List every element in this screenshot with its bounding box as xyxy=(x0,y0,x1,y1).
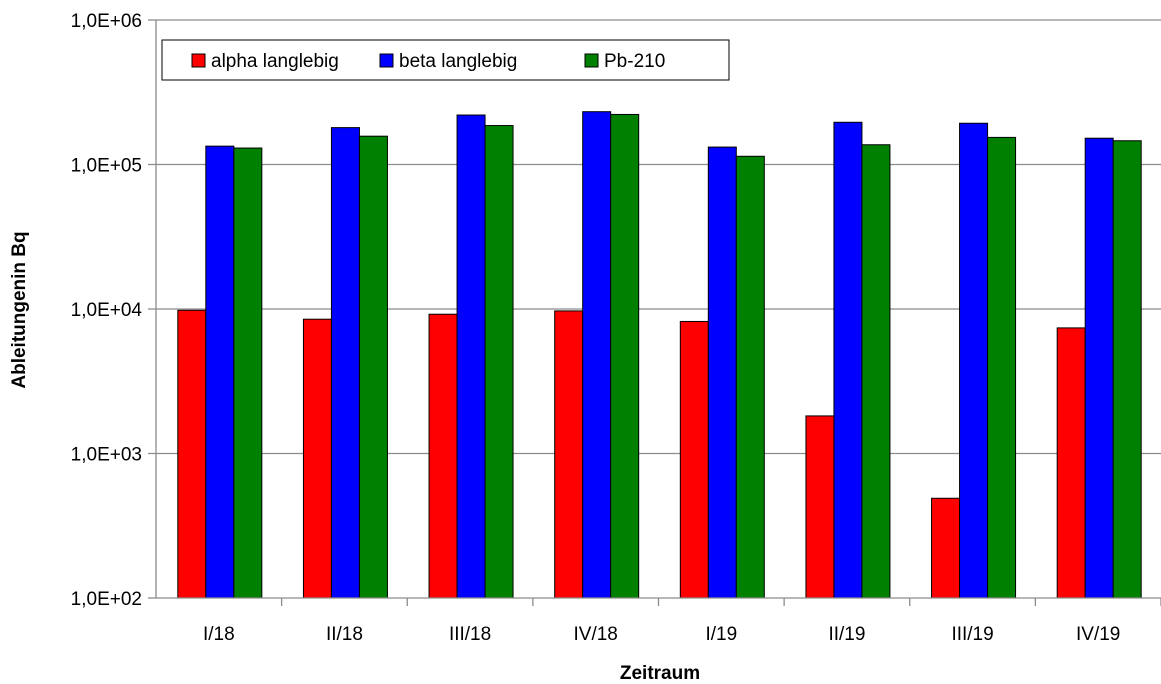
bar xyxy=(610,113,640,599)
bar xyxy=(805,415,835,599)
bar xyxy=(484,125,514,599)
bar xyxy=(428,313,458,599)
x-tick-label: IV/18 xyxy=(574,624,618,645)
y-tick-label: 1,0E+04 xyxy=(71,300,143,321)
bar xyxy=(959,122,989,599)
bar xyxy=(358,135,388,599)
y-tick-label: 1,0E+06 xyxy=(71,11,142,32)
bar xyxy=(679,320,709,599)
bar xyxy=(177,309,207,599)
x-tick-label: III/18 xyxy=(449,624,491,645)
legend-label: alpha langlebig xyxy=(211,51,339,72)
bar xyxy=(205,145,235,599)
x-tick-label: I/18 xyxy=(203,624,235,645)
bar xyxy=(987,136,1017,599)
bars xyxy=(177,111,1142,599)
x-axis-title: Zeitraum xyxy=(620,663,700,684)
bar xyxy=(1084,137,1114,599)
bar xyxy=(330,127,360,599)
bar xyxy=(302,318,332,599)
bar xyxy=(456,114,486,599)
x-tick-label: IV/19 xyxy=(1076,624,1120,645)
y-tick-label: 1,0E+03 xyxy=(71,445,142,466)
x-tick-labels: I/18 II/18 III/18 IV/18 I/19 II/19 III/19 IV/19 xyxy=(203,624,1120,645)
legend-label: Pb-210 xyxy=(604,51,665,72)
bar xyxy=(1056,327,1086,599)
bar xyxy=(931,497,961,599)
legend-swatch xyxy=(379,53,394,68)
y-axis-title: Ableitungenin Bq xyxy=(9,231,30,388)
bar xyxy=(735,155,765,599)
x-tick-label: II/19 xyxy=(828,624,865,645)
legend-label: beta langlebig xyxy=(399,51,517,72)
legend-swatch xyxy=(191,53,206,68)
legend: alpha langlebig beta langlebig Pb-210 xyxy=(161,39,730,81)
bar xyxy=(1112,140,1142,599)
legend-swatch xyxy=(584,53,599,68)
bar xyxy=(707,146,737,599)
x-tick-label: I/19 xyxy=(705,624,737,645)
y-tick-label: 1,0E+02 xyxy=(71,589,142,610)
bar xyxy=(833,121,863,599)
bar xyxy=(861,144,891,599)
y-tick-label: 1,0E+05 xyxy=(71,156,142,177)
legend-box xyxy=(161,39,730,81)
bar xyxy=(582,111,612,599)
y-tick-labels: 1,0E+02 1,0E+03 1,0E+04 1,0E+05 1,0E+06 xyxy=(71,11,143,610)
x-tick-label: II/18 xyxy=(326,624,363,645)
bar xyxy=(554,310,584,599)
x-tick-label: III/19 xyxy=(951,624,993,645)
bar xyxy=(233,147,263,599)
axes xyxy=(148,19,1161,606)
